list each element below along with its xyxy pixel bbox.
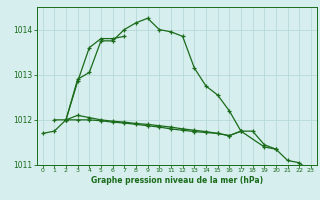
X-axis label: Graphe pression niveau de la mer (hPa): Graphe pression niveau de la mer (hPa) [91,176,263,185]
